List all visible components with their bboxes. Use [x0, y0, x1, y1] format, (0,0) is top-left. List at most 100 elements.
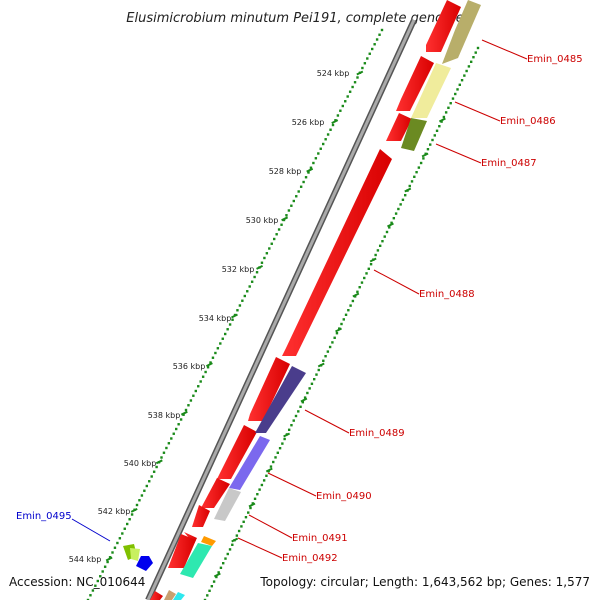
gene-label[interactable]: Emin_0491: [292, 533, 348, 544]
ring-dot: [378, 33, 381, 36]
ring-dot: [410, 180, 414, 183]
ring-dot: [401, 198, 405, 201]
ring-dot: [238, 304, 242, 307]
gene-feature[interactable]: [282, 149, 392, 356]
ring-dot: [219, 342, 222, 345]
ring-dot: [197, 385, 200, 388]
ring-dot: [302, 180, 305, 184]
gene-label[interactable]: Emin_0488: [419, 289, 475, 300]
ring-dot: [217, 571, 220, 574]
ring-dot: [313, 378, 316, 381]
ring-dot: [231, 318, 234, 321]
ring-dot: [322, 359, 325, 362]
ring-dot: [135, 503, 139, 507]
tick-label: 538 kbp: [148, 411, 181, 420]
gene-feature[interactable]: [386, 113, 412, 141]
gene-label[interactable]: Emin_0490: [316, 491, 372, 502]
gene-feature[interactable]: [426, 0, 461, 52]
forward-strand-genes: [150, 0, 461, 600]
ring-dot: [348, 90, 352, 93]
ring-dot: [292, 419, 295, 422]
ring-dot: [363, 62, 367, 65]
ring-dot: [278, 447, 282, 450]
ring-dot: [165, 446, 168, 450]
gene-label[interactable]: Emin_0489: [349, 428, 405, 439]
gene-feature[interactable]: [150, 591, 163, 600]
tick-mark: [369, 257, 377, 263]
tick-label: 534 kbp: [199, 314, 232, 323]
ring-dot: [322, 142, 325, 146]
ring-dot: [342, 318, 345, 321]
ring-dot: [222, 562, 225, 565]
ring-dot: [262, 479, 266, 482]
ring-dot: [160, 456, 163, 459]
ring-dot: [182, 413, 185, 416]
ring-dot: [241, 299, 244, 302]
gene-feature[interactable]: [396, 56, 434, 111]
ring-dot: [312, 161, 315, 165]
ring-dot: [431, 138, 434, 142]
ring-dot: [287, 209, 291, 212]
ring-dot: [449, 102, 452, 105]
ring-dot: [309, 166, 313, 169]
ring-dot: [328, 345, 332, 349]
tick-mark: [317, 362, 325, 368]
ring-dot: [118, 537, 122, 540]
tick-mark: [356, 70, 364, 76]
tick-mark: [306, 167, 314, 173]
ring-dot: [260, 483, 264, 487]
gene-label[interactable]: Emin_0487: [481, 158, 537, 169]
ring-dot: [417, 166, 421, 169]
gene-feature[interactable]: [201, 536, 216, 546]
ring-dot: [315, 373, 318, 376]
ring-dot: [295, 195, 298, 198]
tick-mark: [231, 537, 239, 543]
gene-feature[interactable]: [229, 436, 270, 490]
tick-mark: [300, 397, 308, 403]
ring-dot: [451, 97, 455, 100]
gene-feature[interactable]: [401, 118, 427, 151]
gene-feature[interactable]: [164, 590, 176, 600]
ring-dot: [376, 249, 380, 252]
tick-mark: [352, 292, 360, 298]
ring-dot: [216, 347, 220, 350]
ring-dot: [203, 598, 207, 600]
gene-feature[interactable]: [192, 505, 210, 527]
gene-feature[interactable]: [442, 0, 481, 64]
gene-feature[interactable]: [136, 556, 153, 571]
ring-dot: [260, 261, 264, 264]
gene-feature[interactable]: [248, 357, 290, 421]
ring-dot: [130, 513, 134, 516]
ring-dot: [385, 230, 389, 234]
ring-dot: [341, 104, 344, 108]
ring-dot: [324, 355, 327, 358]
gene-feature[interactable]: [214, 488, 241, 521]
ring-dot: [317, 368, 320, 372]
ring-dot: [367, 267, 370, 270]
gene-feature[interactable]: [130, 548, 140, 561]
ring-dot: [258, 488, 261, 491]
ring-dot: [358, 286, 361, 289]
ring-dot: [404, 194, 407, 197]
ring-dot: [467, 65, 471, 68]
gene-feature[interactable]: [255, 366, 306, 433]
gene-label[interactable]: Emin_0492: [282, 553, 338, 564]
ring-dot: [349, 304, 352, 307]
ring-dot: [336, 114, 340, 117]
gene-feature[interactable]: [217, 425, 257, 479]
ring-dot: [250, 280, 254, 283]
ring-dot: [263, 256, 266, 260]
gene-feature[interactable]: [168, 534, 196, 568]
gene-feature[interactable]: [201, 478, 230, 508]
gene-feature[interactable]: [180, 543, 212, 578]
ring-dot: [472, 56, 475, 59]
ring-dot: [361, 66, 364, 70]
gene-label[interactable]: Emin_0486: [500, 116, 556, 127]
gene-label[interactable]: Emin_0485: [527, 54, 583, 65]
ring-dot: [388, 226, 391, 229]
ring-dot: [454, 92, 457, 96]
gene-feature[interactable]: [173, 592, 185, 600]
ring-dot: [224, 557, 227, 560]
gene-feature[interactable]: [411, 63, 451, 118]
gene-label[interactable]: Emin_0495: [16, 511, 72, 522]
